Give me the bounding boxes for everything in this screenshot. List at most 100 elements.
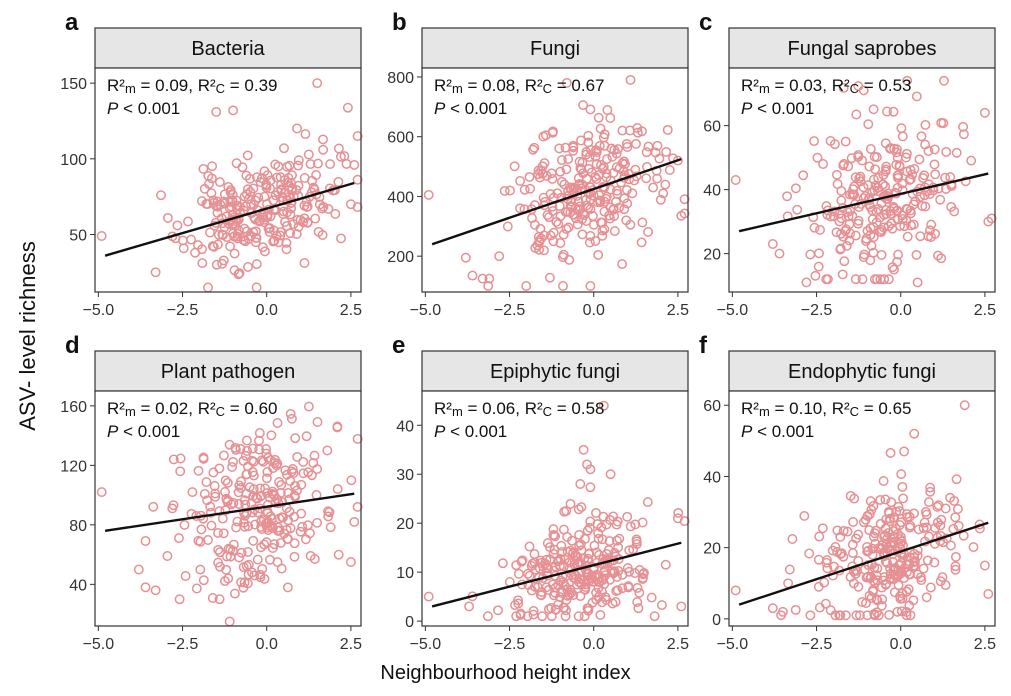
data-point bbox=[869, 274, 880, 285]
data-point bbox=[345, 557, 356, 567]
data-point bbox=[643, 226, 654, 237]
data-point bbox=[880, 494, 891, 505]
data-point bbox=[838, 82, 849, 93]
data-point bbox=[235, 443, 246, 454]
data-point bbox=[515, 203, 525, 214]
data-point bbox=[637, 217, 648, 228]
data-point bbox=[585, 516, 596, 527]
regression-line bbox=[431, 541, 682, 608]
data-point bbox=[244, 173, 255, 184]
data-point bbox=[228, 456, 238, 467]
y-tick-label: 50 bbox=[69, 227, 87, 244]
data-point bbox=[622, 198, 633, 209]
data-point bbox=[601, 168, 612, 179]
data-point bbox=[857, 274, 868, 285]
data-point bbox=[322, 445, 333, 456]
data-point bbox=[894, 160, 905, 171]
data-point bbox=[293, 155, 304, 166]
data-point bbox=[349, 516, 360, 527]
data-point bbox=[251, 232, 262, 243]
data-point bbox=[901, 607, 912, 617]
data-point bbox=[247, 455, 257, 466]
data-point bbox=[878, 179, 888, 190]
data-point bbox=[892, 528, 903, 539]
regression-line bbox=[104, 492, 355, 532]
data-point bbox=[840, 610, 851, 621]
data-point bbox=[941, 183, 951, 194]
data-point bbox=[303, 401, 314, 412]
points bbox=[730, 400, 994, 621]
data-point bbox=[333, 176, 344, 187]
data-point bbox=[550, 531, 561, 542]
data-point bbox=[228, 498, 239, 508]
data-point bbox=[598, 162, 609, 172]
data-point bbox=[243, 546, 253, 557]
x-tick-label: −5.0 bbox=[717, 636, 749, 653]
data-point bbox=[231, 158, 242, 169]
data-point bbox=[265, 554, 275, 565]
data-point bbox=[875, 494, 886, 505]
data-point bbox=[915, 231, 926, 242]
data-point bbox=[581, 216, 592, 226]
data-point bbox=[617, 583, 628, 594]
data-point bbox=[881, 161, 892, 172]
data-point bbox=[939, 75, 949, 86]
data-point bbox=[936, 514, 947, 525]
data-point bbox=[584, 522, 595, 533]
data-point bbox=[935, 520, 946, 531]
data-point bbox=[301, 431, 312, 442]
data-point bbox=[782, 191, 793, 202]
data-point bbox=[242, 578, 253, 589]
data-point bbox=[558, 281, 568, 291]
data-point bbox=[258, 456, 269, 467]
data-point bbox=[597, 217, 608, 228]
data-point bbox=[225, 551, 236, 562]
panel-strip bbox=[728, 27, 996, 69]
data-point bbox=[318, 134, 328, 145]
panel-letter: b bbox=[392, 9, 407, 36]
data-point bbox=[220, 475, 231, 486]
data-point bbox=[829, 561, 839, 572]
data-point bbox=[923, 497, 934, 508]
data-point bbox=[247, 443, 258, 454]
data-point bbox=[960, 176, 971, 187]
data-point bbox=[909, 552, 920, 563]
data-point bbox=[809, 222, 820, 233]
data-point bbox=[534, 237, 545, 248]
data-point bbox=[631, 138, 641, 149]
data-point bbox=[855, 171, 866, 182]
data-point bbox=[218, 450, 229, 461]
data-point bbox=[229, 588, 240, 599]
data-point bbox=[308, 182, 319, 193]
data-point bbox=[521, 281, 532, 291]
data-point bbox=[632, 597, 643, 607]
data-point bbox=[342, 102, 353, 113]
data-point bbox=[312, 417, 323, 427]
data-point bbox=[585, 104, 596, 115]
data-point bbox=[896, 606, 907, 617]
data-point bbox=[565, 545, 576, 556]
data-point bbox=[225, 241, 236, 252]
data-point bbox=[919, 517, 930, 528]
data-point bbox=[258, 514, 269, 525]
data-point bbox=[312, 517, 323, 528]
data-point bbox=[627, 188, 638, 199]
data-point bbox=[869, 562, 880, 573]
data-point bbox=[180, 571, 191, 581]
data-point bbox=[880, 166, 891, 177]
data-point bbox=[598, 132, 609, 143]
data-point bbox=[918, 523, 929, 533]
data-point bbox=[497, 558, 508, 569]
data-point bbox=[591, 507, 601, 518]
data-point bbox=[303, 149, 314, 160]
data-point bbox=[251, 259, 262, 270]
stats-r2: R²m = 0.10, R²C = 0.65 bbox=[741, 399, 912, 419]
y-tick-label: 400 bbox=[387, 189, 414, 206]
x-tick-label: 0.0 bbox=[256, 302, 278, 319]
data-point bbox=[250, 226, 261, 237]
data-point bbox=[183, 216, 193, 227]
data-point bbox=[876, 543, 887, 553]
data-point bbox=[218, 255, 229, 266]
data-point bbox=[268, 236, 279, 247]
data-point bbox=[558, 249, 569, 260]
